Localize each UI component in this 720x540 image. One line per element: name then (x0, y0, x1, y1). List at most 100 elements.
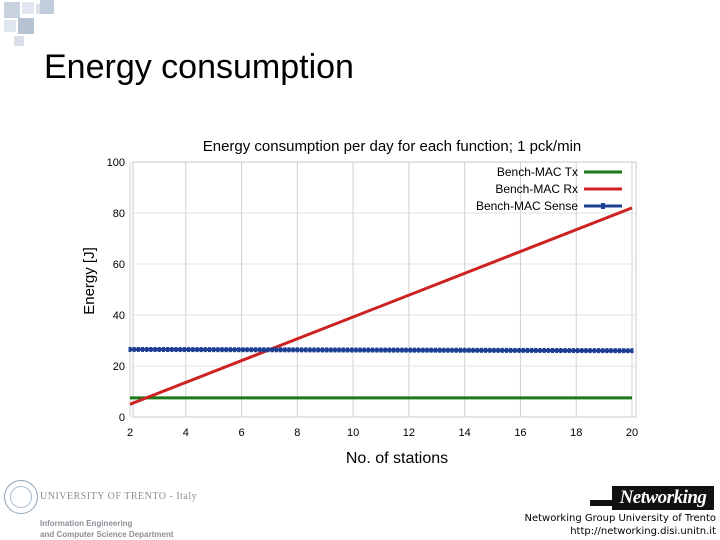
chart-title: Energy consumption per day for each func… (203, 138, 582, 155)
series-marker-bench-mac-sense (421, 347, 425, 353)
series-marker-bench-mac-sense (546, 347, 550, 353)
series-marker-bench-mac-sense (458, 347, 462, 353)
series-marker-bench-mac-sense (316, 347, 320, 353)
series-marker-bench-mac-sense (488, 347, 492, 353)
series-marker-bench-mac-sense (274, 347, 278, 353)
series-marker-bench-mac-sense (563, 348, 567, 354)
series-marker-bench-mac-sense (371, 347, 375, 353)
series-marker-bench-mac-sense (479, 347, 483, 353)
series-marker-bench-mac-sense (446, 347, 450, 353)
plot-area (132, 161, 637, 418)
series-marker-bench-mac-sense (187, 347, 191, 353)
legend-label: Bench-MAC Tx (497, 165, 578, 179)
series-marker-bench-mac-sense (400, 347, 404, 353)
series-marker-bench-mac-sense (128, 346, 132, 352)
grid-lines (129, 162, 636, 417)
series-marker-bench-mac-sense (166, 347, 170, 353)
series-marker-bench-mac-sense (170, 347, 174, 353)
y-tick-label: 0 (119, 412, 125, 424)
group-name: Networking Group University of Trento (524, 513, 716, 524)
y-tick-labels: 0 20 40 60 80 100 (107, 157, 125, 424)
series-marker-bench-mac-sense (362, 347, 366, 353)
series-marker-bench-mac-sense (325, 347, 329, 353)
legend-label: Bench-MAC Sense (476, 199, 578, 213)
series-marker-bench-mac-sense (517, 347, 521, 353)
series-marker-bench-mac-sense (320, 347, 324, 353)
series-marker-bench-mac-sense (530, 347, 534, 353)
series-marker-bench-mac-sense (597, 348, 601, 354)
series-marker-bench-mac-sense (450, 347, 454, 353)
series-marker-bench-mac-sense (262, 347, 266, 353)
series-marker-bench-mac-sense (525, 347, 529, 353)
series-marker-bench-mac-sense (559, 348, 563, 354)
series-marker-bench-mac-sense (295, 347, 299, 353)
series-marker-bench-mac-sense (270, 347, 274, 353)
series-marker-bench-mac-sense (149, 346, 153, 352)
x-tick-label: 14 (459, 427, 471, 439)
series-marker-bench-mac-sense (337, 347, 341, 353)
series-marker-bench-mac-sense (350, 347, 354, 353)
corner-square (18, 18, 34, 34)
series-marker-bench-mac-sense (605, 348, 609, 354)
series-marker-bench-mac-sense (237, 347, 241, 353)
series-marker-bench-mac-sense (161, 347, 165, 353)
series-marker-bench-mac-sense (354, 347, 358, 353)
series-marker-bench-mac-sense (174, 347, 178, 353)
series-marker-bench-mac-sense (609, 348, 613, 354)
series-marker-bench-mac-sense (341, 347, 345, 353)
series-marker-bench-mac-sense (287, 347, 291, 353)
group-url[interactable]: http://networking.disi.unitn.it (570, 526, 716, 537)
series-marker-bench-mac-sense (588, 348, 592, 354)
corner-square (14, 36, 24, 46)
legend-marker (601, 203, 605, 209)
series-marker-bench-mac-sense (178, 347, 182, 353)
series-marker-bench-mac-sense (513, 347, 517, 353)
series-marker-bench-mac-sense (454, 347, 458, 353)
x-tick-label: 8 (294, 427, 300, 439)
series-marker-bench-mac-sense (538, 347, 542, 353)
department-line-1: Information Engineering (40, 519, 133, 528)
x-axis-label: No. of stations (346, 450, 448, 467)
series-marker-bench-mac-sense (375, 347, 379, 353)
series-marker-bench-mac-sense (141, 346, 145, 352)
series-marker-bench-mac-sense (383, 347, 387, 353)
series-marker-bench-mac-sense (212, 347, 216, 353)
series-marker-bench-mac-sense (283, 347, 287, 353)
series-marker-bench-mac-sense (308, 347, 312, 353)
x-tick-label: 6 (238, 427, 244, 439)
x-tick-label: 2 (127, 427, 133, 439)
series-marker-bench-mac-sense (132, 346, 136, 352)
series-marker-bench-mac-sense (136, 346, 140, 352)
series-marker-bench-mac-sense (266, 347, 270, 353)
series-line-bench-mac-rx (129, 206, 633, 406)
series-marker-bench-mac-sense (191, 347, 195, 353)
series-marker-bench-mac-sense (551, 347, 555, 353)
x-tick-label: 16 (514, 427, 526, 439)
university-name: UNIVERSITY OF TRENTO - Italy (40, 491, 198, 502)
series-marker-bench-mac-sense (304, 347, 308, 353)
series-marker-bench-mac-sense (203, 347, 207, 353)
line-chart: 0 20 40 60 80 100 2 4 6 8 10 12 14 16 18 20 Bench-MAC … (81, 138, 638, 467)
series-marker-bench-mac-sense (534, 347, 538, 353)
series-marker-bench-mac-sense (475, 347, 479, 353)
series-marker-bench-mac-sense (571, 348, 575, 354)
series-marker-bench-mac-sense (492, 347, 496, 353)
series-marker-bench-mac-sense (442, 347, 446, 353)
series-marker-bench-mac-sense (279, 347, 283, 353)
series-marker-bench-mac-sense (392, 347, 396, 353)
university-seal-inner (10, 486, 32, 508)
series-marker-bench-mac-sense (617, 348, 621, 354)
series-marker-bench-mac-sense (254, 347, 257, 353)
series-marker-bench-mac-sense (521, 347, 525, 353)
series-marker-bench-mac-sense (626, 348, 630, 354)
series-marker-bench-mac-sense (408, 347, 412, 353)
series-marker-bench-mac-sense (346, 347, 350, 353)
x-tick-labels: 2 4 6 8 10 12 14 16 18 20 (127, 427, 638, 439)
series-marker-bench-mac-sense (145, 346, 149, 352)
series-marker-bench-mac-sense (463, 347, 467, 353)
series-marker-bench-mac-sense (329, 347, 333, 353)
series-marker-bench-mac-sense (245, 347, 249, 353)
series-marker-bench-mac-sense (358, 347, 362, 353)
department-name: Information Engineering and Computer Sci… (40, 518, 173, 540)
legend: Bench-MAC Tx Bench-MAC Rx Bench-MAC Sense (476, 165, 622, 213)
